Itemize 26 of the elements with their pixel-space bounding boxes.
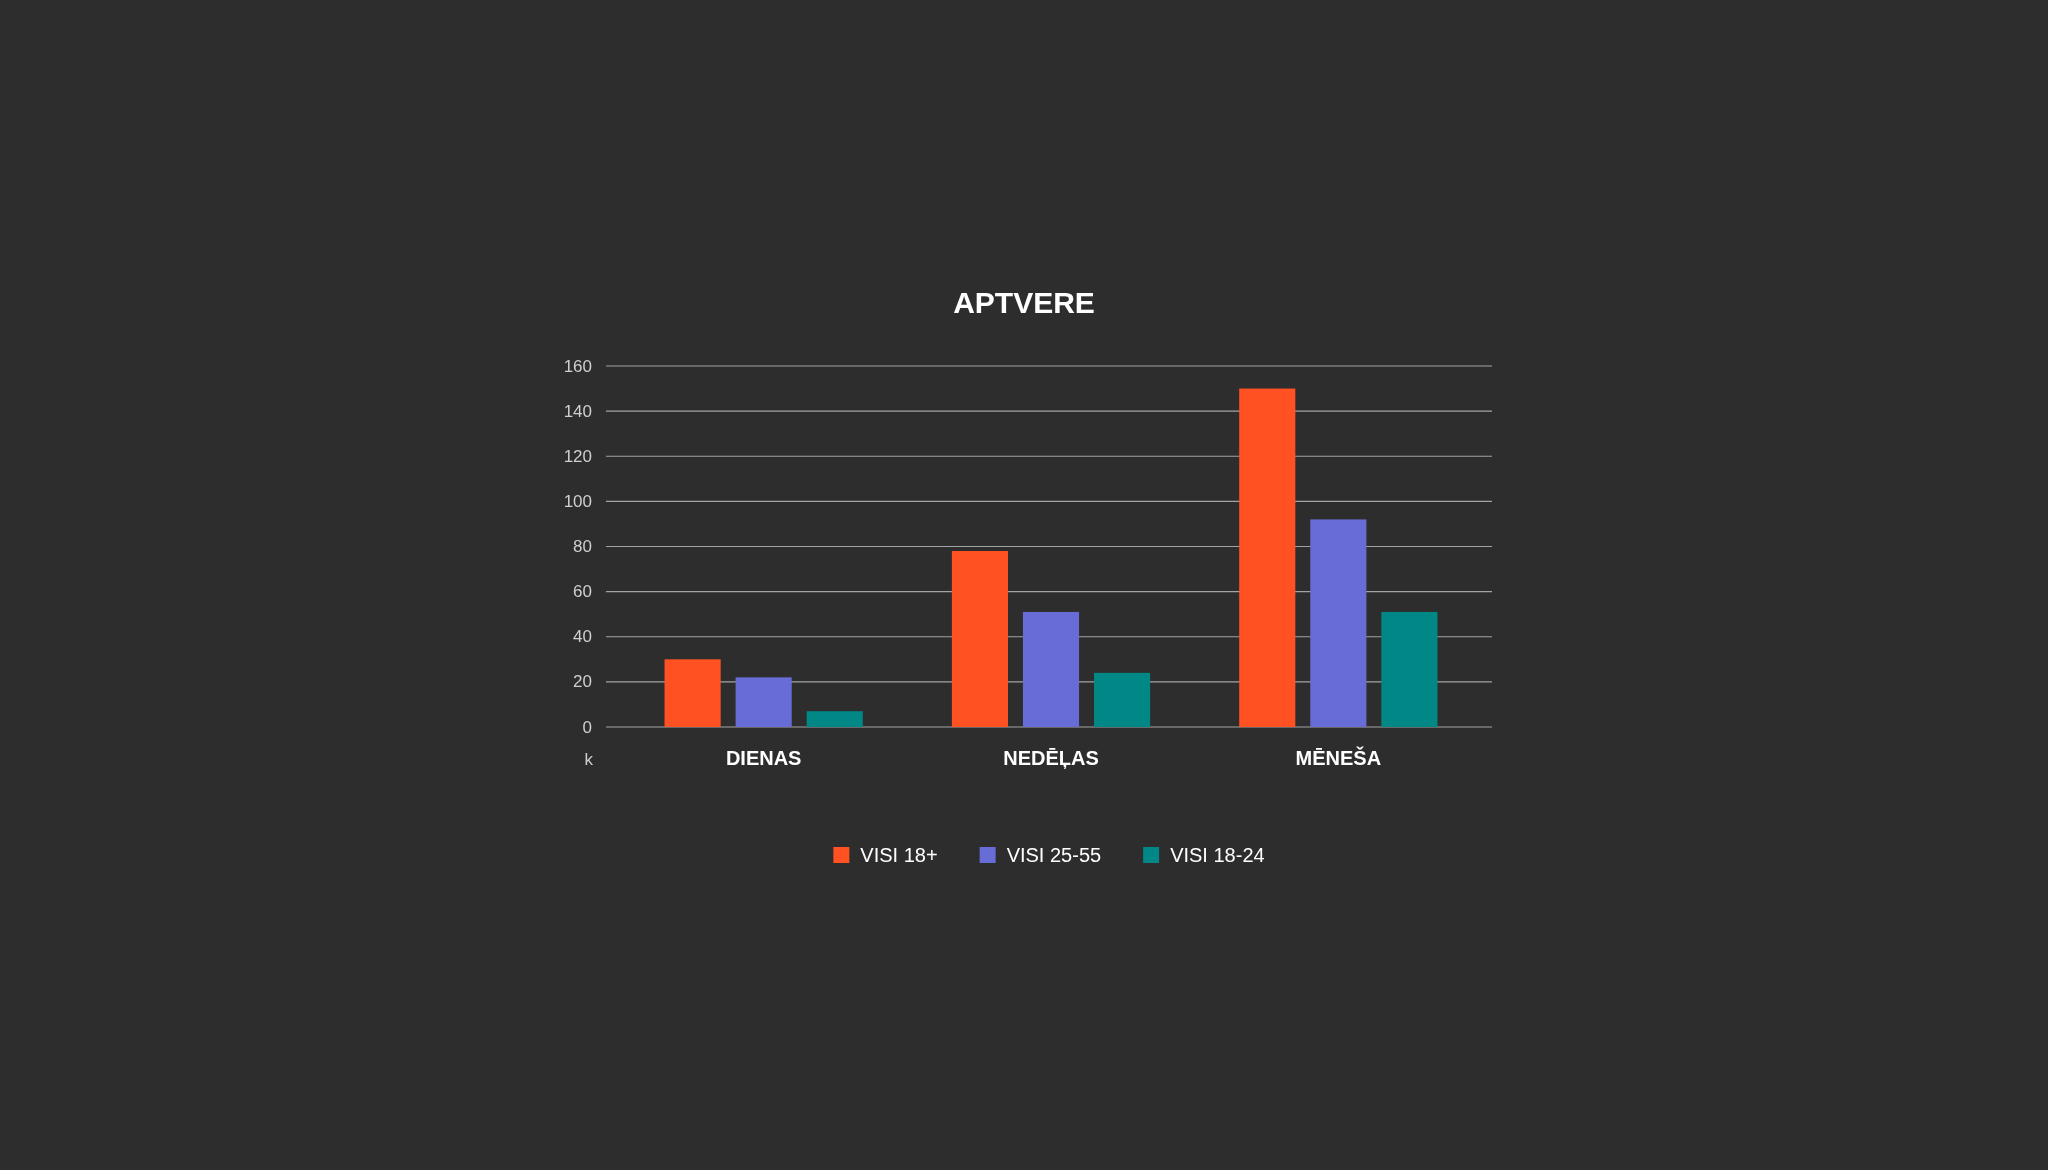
y-tick-label: 100 [563, 491, 592, 511]
legend-label: VISI 18-24 [1170, 844, 1265, 866]
x-tick-label: DIENAS [725, 747, 802, 769]
y-tick-label: 40 [573, 627, 592, 647]
bar [1310, 519, 1367, 727]
y-tick-label: 60 [573, 582, 592, 602]
y-tick-label: 140 [563, 401, 592, 421]
bar [806, 711, 863, 727]
bar [1239, 388, 1296, 727]
bar [1093, 672, 1151, 727]
bar [1022, 611, 1080, 727]
y-tick-label: 80 [573, 537, 592, 556]
y-tick-label: 20 [573, 672, 592, 692]
y-tick-label: 0 [582, 717, 592, 737]
y-axis-title: k [584, 750, 594, 769]
y-tick-label: 120 [563, 446, 592, 466]
chart-title: APTVERE [953, 286, 1095, 319]
legend-label: VISI 18+ [860, 844, 938, 866]
bar [735, 677, 792, 727]
y-tick-label: 160 [563, 356, 592, 376]
x-tick-label: NEDĒĻAS [1003, 747, 1099, 769]
bar [664, 659, 721, 727]
bar [951, 551, 1009, 727]
legend-label: VISI 25-55 [1006, 844, 1102, 866]
bar [1381, 611, 1438, 727]
x-tick-label: MĒNEŠA [1295, 746, 1382, 769]
